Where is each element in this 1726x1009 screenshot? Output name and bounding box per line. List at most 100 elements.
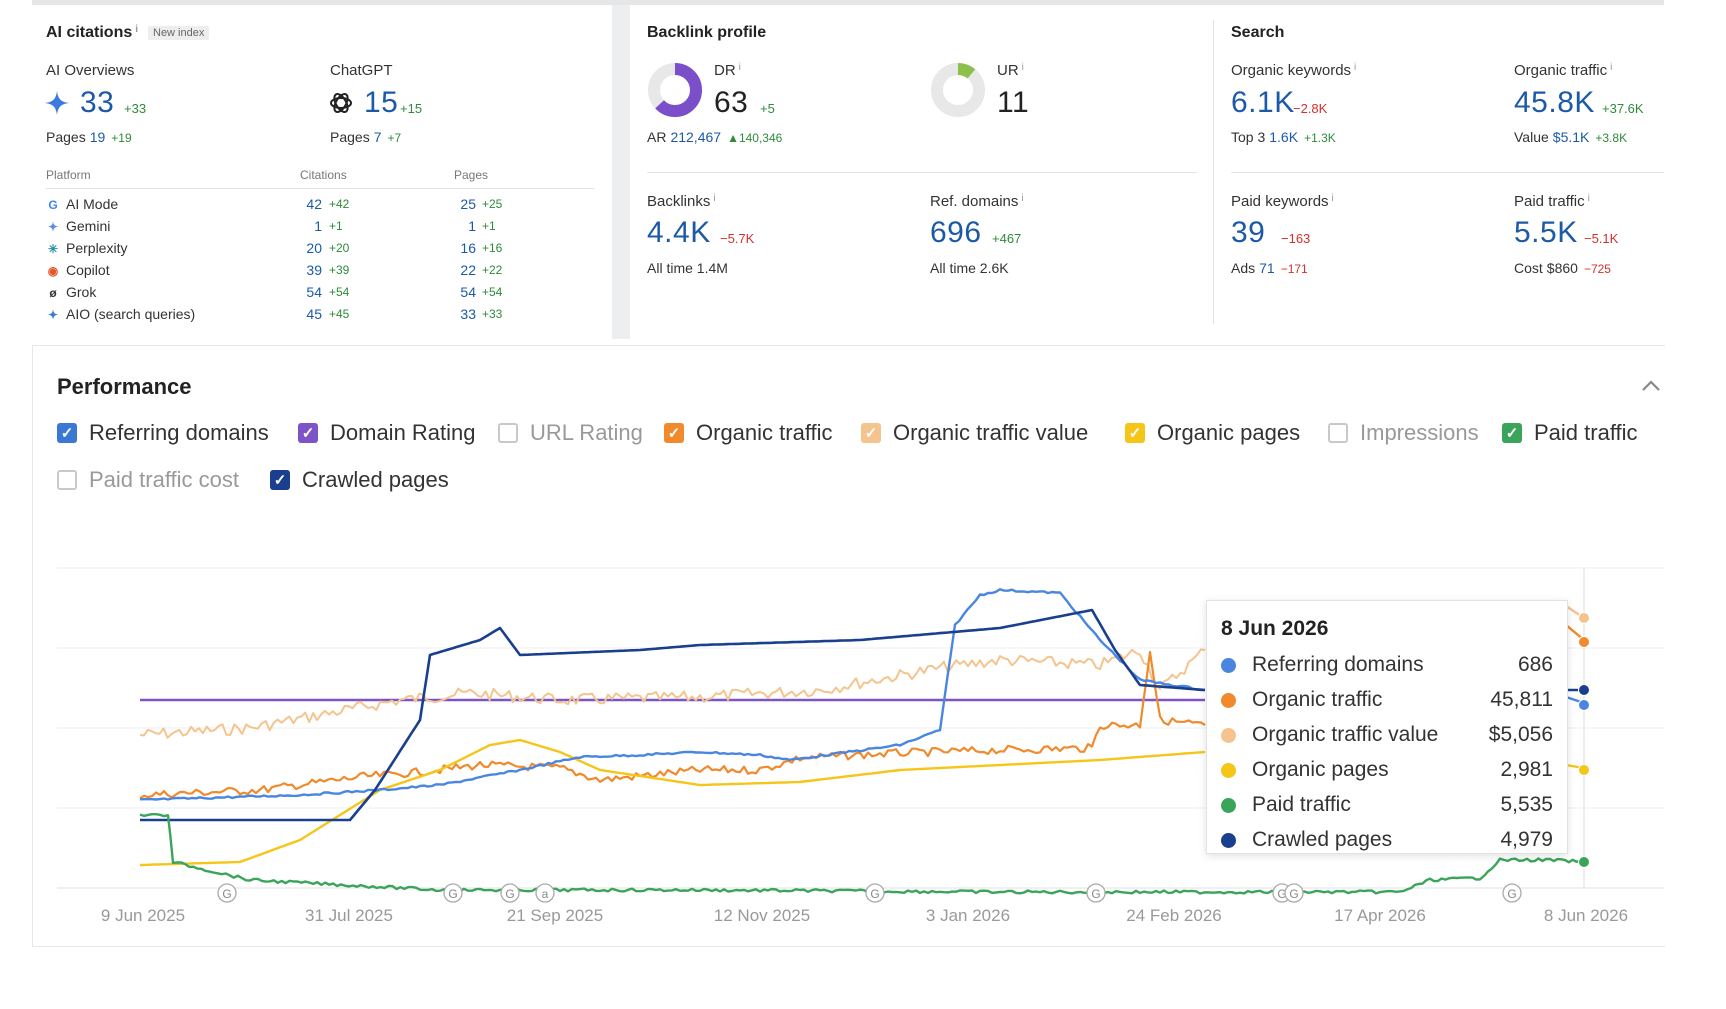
- checkbox-referring-domains[interactable]: ✓ Referring domains: [57, 420, 269, 446]
- x-tick-label: 24 Feb 2026: [1126, 906, 1222, 925]
- citations-delta: +45: [329, 307, 350, 321]
- performance-panel: [32, 345, 1665, 947]
- checkbox-url-rating[interactable]: URL Rating: [498, 420, 643, 446]
- check-icon: ✓: [1502, 423, 1522, 443]
- pages-value: 25: [460, 196, 476, 212]
- collapse-chevron-icon[interactable]: [1640, 375, 1662, 397]
- paid-keywords-value: 39: [1231, 216, 1266, 249]
- annotation-marker: G: [1502, 883, 1522, 903]
- series-end-dot: [1578, 684, 1590, 696]
- ur-donut-chart: [931, 63, 985, 117]
- platform-name: AIO (search queries): [66, 306, 196, 322]
- paid-traffic-value: 5.5K: [1514, 216, 1578, 249]
- pages-delta: +16: [482, 241, 503, 255]
- legend-dot: [1221, 832, 1236, 848]
- checkbox-paid-traffic[interactable]: ✓ Paid traffic: [1502, 420, 1638, 446]
- chatgpt-value: 15: [364, 86, 399, 119]
- svg-text:G: G: [870, 887, 879, 901]
- checkbox-impressions[interactable]: Impressions: [1328, 420, 1479, 446]
- pages-delta: +22: [482, 263, 503, 277]
- ur-label: UR i: [997, 62, 1024, 79]
- grok-icon: ø: [49, 286, 57, 300]
- backlinks-value: 4.4K: [647, 216, 711, 249]
- table-header-divider: [46, 188, 594, 189]
- x-tick-label: 12 Nov 2025: [713, 906, 811, 925]
- checkbox-crawled-pages[interactable]: ✓ Crawled pages: [270, 467, 449, 493]
- pages-value: 22: [460, 262, 476, 278]
- check-icon: [498, 423, 518, 443]
- pages-value: 16: [460, 240, 476, 256]
- paid-keywords-label: Paid keywords i: [1231, 193, 1334, 210]
- pages-delta: +25: [482, 197, 503, 211]
- check-icon: ✓: [57, 423, 77, 443]
- aio-sparkle-icon: ✦: [47, 308, 59, 322]
- citations-value: 45: [306, 306, 322, 322]
- pages-delta: +33: [482, 307, 503, 321]
- series-end-dot: [1578, 764, 1590, 776]
- chatgpt-label: ChatGPT: [330, 62, 393, 79]
- annotation-marker: G: [217, 883, 237, 903]
- organic-traffic-delta: +37.6K: [1602, 101, 1644, 116]
- paid-traffic-line: [139, 813, 1585, 895]
- backlink-profile-title: Backlink profile: [647, 24, 767, 41]
- platform-name: Gemini: [66, 218, 111, 234]
- platform-name: AI Mode: [66, 196, 119, 212]
- tooltip-row: Crawled pages 4,979: [1221, 828, 1553, 852]
- pages-delta: +54: [482, 285, 503, 299]
- organic-pages-line: [139, 738, 1206, 867]
- checkbox-label: Referring domains: [89, 420, 269, 445]
- tooltip-series-name: Paid traffic: [1252, 793, 1351, 816]
- platform-name: Perplexity: [66, 240, 128, 256]
- ai-overviews-delta: +33: [124, 101, 147, 116]
- performance-title: Performance: [57, 374, 192, 399]
- legend-dot: [1221, 727, 1236, 743]
- series-end-dot: [1578, 699, 1590, 711]
- platform-name: Copilot: [66, 262, 110, 278]
- svg-text:G: G: [448, 887, 457, 901]
- platform-row[interactable]: ◉ Copilot: [46, 262, 110, 278]
- check-icon: [1328, 423, 1348, 443]
- platform-row[interactable]: G AI Mode: [46, 196, 118, 212]
- pages-value: 54: [460, 284, 476, 300]
- checkbox-domain-rating[interactable]: ✓ Domain Rating: [298, 420, 476, 446]
- chatgpt-pages: Pages 7 +7: [330, 129, 402, 145]
- checkbox-organic-traffic-value[interactable]: ✓ Organic traffic value: [861, 420, 1088, 446]
- chart-tooltip: 8 Jun 2026 Referring domains 686 Organic t…: [1206, 600, 1568, 854]
- platform-row[interactable]: ✦ Gemini: [46, 218, 110, 234]
- checkbox-label: Paid traffic cost: [89, 467, 239, 492]
- search-separator: [1213, 20, 1214, 324]
- ai-overviews-sparkle-icon: [45, 91, 69, 115]
- checkbox-label: Domain Rating: [330, 420, 476, 445]
- panel-separator: [612, 5, 630, 339]
- chatgpt-icon: [330, 92, 352, 114]
- checkbox-label: Organic traffic value: [893, 420, 1089, 445]
- search-title: Search: [1231, 24, 1285, 41]
- backlink-divider: [647, 172, 1197, 173]
- tooltip-row: Paid traffic 5,535: [1221, 793, 1553, 817]
- annotation-marker: G: [1086, 883, 1106, 903]
- ref-domains-delta: +467: [992, 231, 1022, 246]
- tooltip-series-value: $5,056: [1488, 723, 1553, 746]
- citations-value: 20: [306, 240, 322, 256]
- svg-text:G: G: [222, 887, 231, 901]
- platform-row[interactable]: ✦ AIO (search queries): [46, 306, 195, 322]
- paid-keywords-sub: Ads 71 −171: [1231, 260, 1308, 276]
- google-g-icon: G: [48, 198, 58, 212]
- tooltip-series-value: 4,979: [1500, 828, 1553, 851]
- svg-text:G: G: [1091, 887, 1100, 901]
- tooltip-series-value: 2,981: [1500, 758, 1553, 781]
- tooltip-series-name: Organic pages: [1252, 758, 1389, 781]
- dr-value: 63: [714, 86, 749, 119]
- tooltip-series-name: Referring domains: [1252, 653, 1424, 676]
- checkbox-organic-traffic[interactable]: ✓ Organic traffic: [664, 420, 833, 446]
- platform-name: Grok: [66, 284, 97, 300]
- checkbox-organic-pages[interactable]: ✓ Organic pages: [1125, 420, 1300, 446]
- citations-delta: +1: [329, 219, 343, 233]
- citations-delta: +54: [329, 285, 350, 299]
- platform-row[interactable]: ✳ Perplexity: [46, 240, 128, 256]
- pages-delta: +1: [482, 219, 496, 233]
- platform-row[interactable]: ø Grok: [46, 284, 96, 300]
- checkbox-paid-traffic-cost[interactable]: Paid traffic cost: [57, 467, 239, 493]
- paid-traffic-label: Paid traffic i: [1514, 193, 1590, 210]
